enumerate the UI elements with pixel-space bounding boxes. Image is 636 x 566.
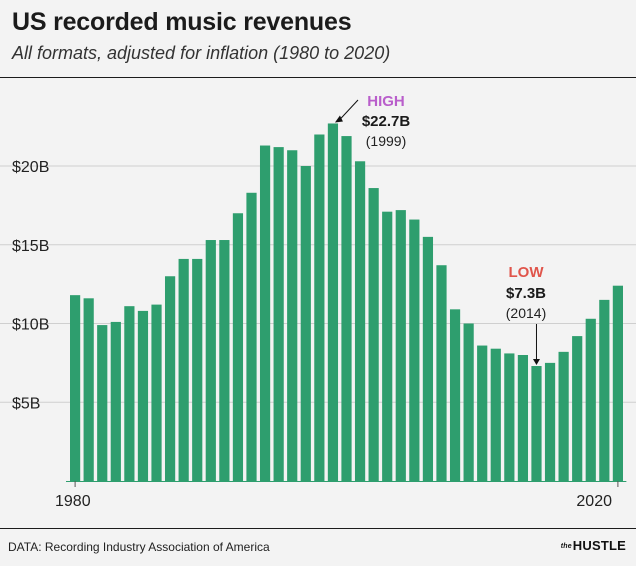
y-tick-label: $10B xyxy=(12,317,49,334)
bar-2002 xyxy=(368,188,379,482)
bar-1988 xyxy=(178,258,189,481)
bar-2009 xyxy=(463,323,474,481)
bar-2011 xyxy=(490,348,501,481)
bar-2018 xyxy=(585,318,596,481)
bar-1994 xyxy=(259,145,271,481)
high-year: (1999) xyxy=(366,133,406,149)
brand-prefix: the xyxy=(560,543,572,550)
footer-divider xyxy=(0,528,636,529)
high-arrow-line xyxy=(338,99,359,121)
bar-1981 xyxy=(83,298,94,481)
high-label: HIGH xyxy=(367,93,405,110)
bar-1992 xyxy=(232,213,244,481)
bar-2010 xyxy=(477,345,488,481)
x-tick-label: 2020 xyxy=(576,493,612,510)
bar-1986 xyxy=(151,304,162,481)
chart-subtitle: All formats, adjusted for inflation (198… xyxy=(12,43,391,63)
bar-1985 xyxy=(137,310,149,481)
bar-2012 xyxy=(504,353,515,481)
bar-2015 xyxy=(544,362,556,481)
brand-name: HUSTLE xyxy=(572,538,626,553)
bar-1995 xyxy=(273,147,284,481)
bar-2014 xyxy=(531,366,542,481)
bar-1984 xyxy=(124,306,135,481)
bar-2013 xyxy=(517,355,529,481)
bar-2020 xyxy=(612,285,623,481)
bar-2017 xyxy=(572,336,583,481)
bar-2007 xyxy=(436,265,447,481)
low-label: LOW xyxy=(509,264,545,281)
bar-1997 xyxy=(300,166,311,481)
bar-2006 xyxy=(422,236,434,481)
chart-title: US recorded music revenues xyxy=(12,8,352,36)
bar-1999 xyxy=(327,123,339,481)
bar-1991 xyxy=(219,240,230,481)
bar-2016 xyxy=(558,351,569,481)
bar-1987 xyxy=(164,276,176,481)
x-tick-label: 1980 xyxy=(55,493,91,510)
y-tick-label: $20B xyxy=(12,159,49,176)
header-divider xyxy=(0,77,636,78)
low-amount: $7.3B xyxy=(506,285,546,302)
data-source: DATA: Recording Industry Association of … xyxy=(8,540,270,554)
bar-1983 xyxy=(110,321,121,481)
bar-1998 xyxy=(314,134,325,481)
high-arrow-head xyxy=(334,115,343,123)
bar-2005 xyxy=(409,219,420,482)
bar-2001 xyxy=(354,161,366,481)
high-amount: $22.7B xyxy=(362,113,411,130)
bar-1996 xyxy=(287,150,298,481)
y-tick-label: $5B xyxy=(12,395,40,412)
y-tick-label: $15B xyxy=(12,238,49,255)
bar-2000 xyxy=(341,136,352,481)
bar-1990 xyxy=(205,240,216,481)
bar-1993 xyxy=(246,192,257,481)
bar-2004 xyxy=(395,210,406,481)
bar-2008 xyxy=(449,309,461,481)
bar-1989 xyxy=(192,258,203,481)
low-arrow-head xyxy=(532,359,540,366)
bar-1982 xyxy=(97,325,108,481)
brand-logo: theHUSTLE xyxy=(561,538,626,553)
bar-2019 xyxy=(599,299,610,481)
revenue-bar-chart: $5B $10B $15B $20B 1980 2020 HIGH $22.7B (1999) L… xyxy=(0,93,636,510)
bar-2003 xyxy=(382,211,393,482)
bar-1980 xyxy=(70,295,81,481)
low-year: (2014) xyxy=(506,305,546,321)
